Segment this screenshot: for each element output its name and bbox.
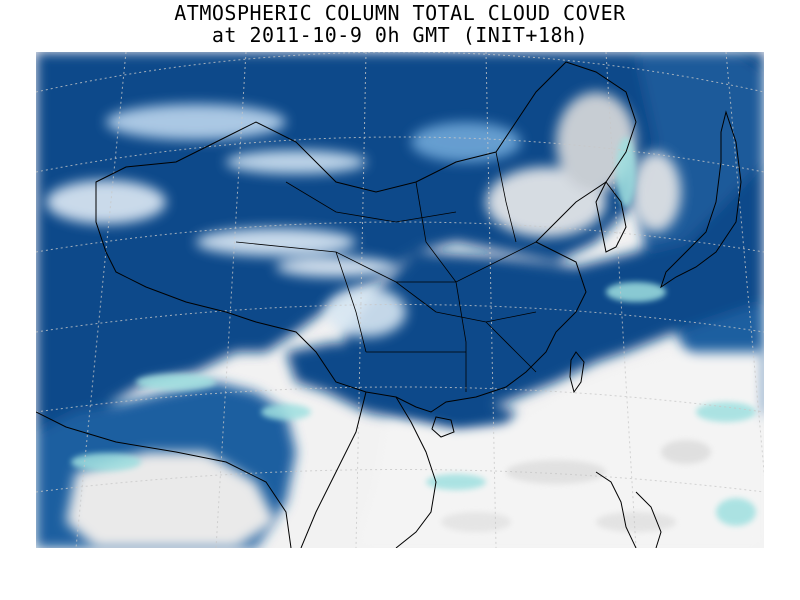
clearing-sichuan — [326, 287, 406, 337]
grey-texture-1 — [506, 460, 606, 484]
cyan-edge-5 — [696, 402, 756, 422]
clearing-mongolia-1 — [106, 104, 286, 140]
grey-texture-2 — [596, 512, 676, 532]
clear-region-southeast — [356, 352, 764, 548]
cyan-edge-6 — [616, 137, 636, 207]
map-title: ATMOSPHERIC COLUMN TOTAL CLOUD COVER at … — [0, 2, 800, 46]
clearing-west — [46, 180, 166, 224]
cyan-edge-3 — [426, 474, 486, 490]
taiwan-coast — [569, 351, 585, 394]
cyan-edge-2 — [71, 453, 141, 471]
overcast-band-east — [336, 162, 764, 412]
clearing-inner-mongolia — [411, 122, 521, 162]
india-coast — [36, 411, 292, 548]
cyan-edge-7 — [716, 498, 756, 526]
clear-region-southwest-pocket — [66, 452, 276, 548]
korea-coast — [595, 181, 627, 253]
japan-coast — [660, 110, 742, 289]
province-borders — [235, 151, 537, 392]
coastline-borders — [36, 61, 742, 548]
clearing-tibet-2 — [276, 257, 396, 277]
grey-texture-3 — [441, 512, 511, 532]
lat-lon-graticule — [36, 52, 764, 548]
cyan-edge-4 — [606, 282, 666, 302]
title-line-2: at 2011-10-9 0h GMT (INIT+18h) — [211, 23, 589, 47]
indochina-coast — [300, 391, 437, 548]
grey-texture-4 — [661, 440, 711, 464]
cloud-cover-map — [36, 52, 764, 548]
philippines-coast — [595, 471, 662, 548]
title-line-1: ATMOSPHERIC COLUMN TOTAL CLOUD COVER — [174, 1, 626, 25]
china-border — [95, 61, 637, 413]
clearing-japan-sea — [631, 152, 681, 232]
clearing-tibet-1 — [196, 228, 356, 256]
cyan-edge-8 — [261, 404, 311, 420]
hainan-coast — [431, 416, 455, 438]
cyan-edge-1 — [136, 374, 216, 390]
clearing-mongolia-2 — [226, 150, 366, 174]
